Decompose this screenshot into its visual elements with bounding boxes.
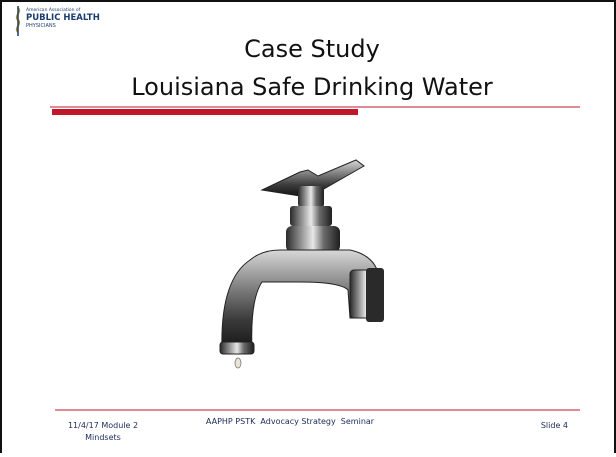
title-line: Case Study [244,35,380,63]
title-bar [52,109,358,115]
slide: American Association of PUBLIC HEALTH PH… [0,0,616,453]
logo-text: PUBLIC HEALTH [26,13,100,23]
title-line: Louisiana Safe Drinking Water [131,73,493,101]
logo-text: PHYSICIANS [26,23,56,29]
footer-slide-number: Slide 4 [541,421,568,430]
footer-date: Mindsets [85,433,121,442]
footer-center: AAPHP PSTK Advocacy Strategy Seminar [206,417,375,426]
footer-date: 11/4/17 Module 2 [68,421,138,430]
